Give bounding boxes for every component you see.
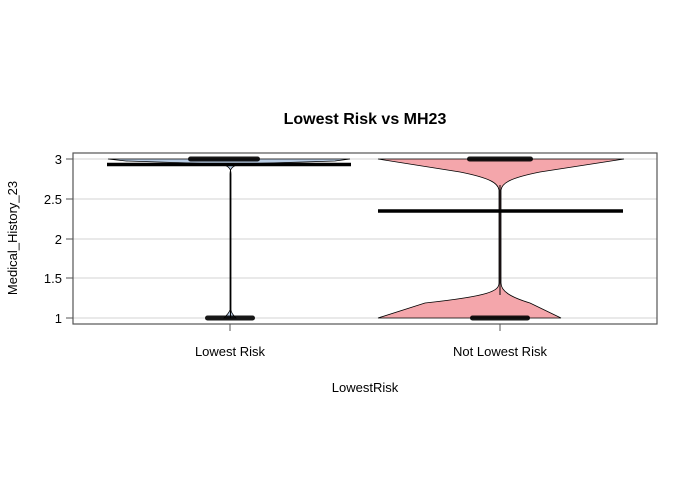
violin-lowest-risk bbox=[107, 156, 351, 321]
y-tick-3: 3 bbox=[55, 152, 62, 167]
violin-not-lowest-risk bbox=[377, 156, 625, 321]
x-axis bbox=[229, 324, 501, 331]
jitter-points-bottom-lowest bbox=[205, 315, 255, 321]
x-tick-lowest-risk: Lowest Risk bbox=[195, 344, 266, 359]
y-tick-1: 1 bbox=[55, 311, 62, 326]
y-tick-2: 2 bbox=[55, 232, 62, 247]
jitter-points-bottom-not-lowest bbox=[470, 315, 530, 321]
jitter-points-top-lowest bbox=[188, 156, 260, 162]
gridlines bbox=[73, 158, 657, 319]
y-axis-label: Medical_History_23 bbox=[5, 181, 20, 295]
chart-title: Lowest Risk vs MH23 bbox=[284, 111, 447, 128]
jitter-points-top-not-lowest bbox=[467, 156, 533, 162]
y-axis bbox=[66, 158, 73, 319]
x-axis-label: LowestRisk bbox=[332, 380, 399, 395]
x-tick-not-lowest-risk: Not Lowest Risk bbox=[453, 344, 547, 359]
y-tick-2.5: 2.5 bbox=[44, 192, 62, 207]
y-tick-1.5: 1.5 bbox=[44, 271, 62, 286]
